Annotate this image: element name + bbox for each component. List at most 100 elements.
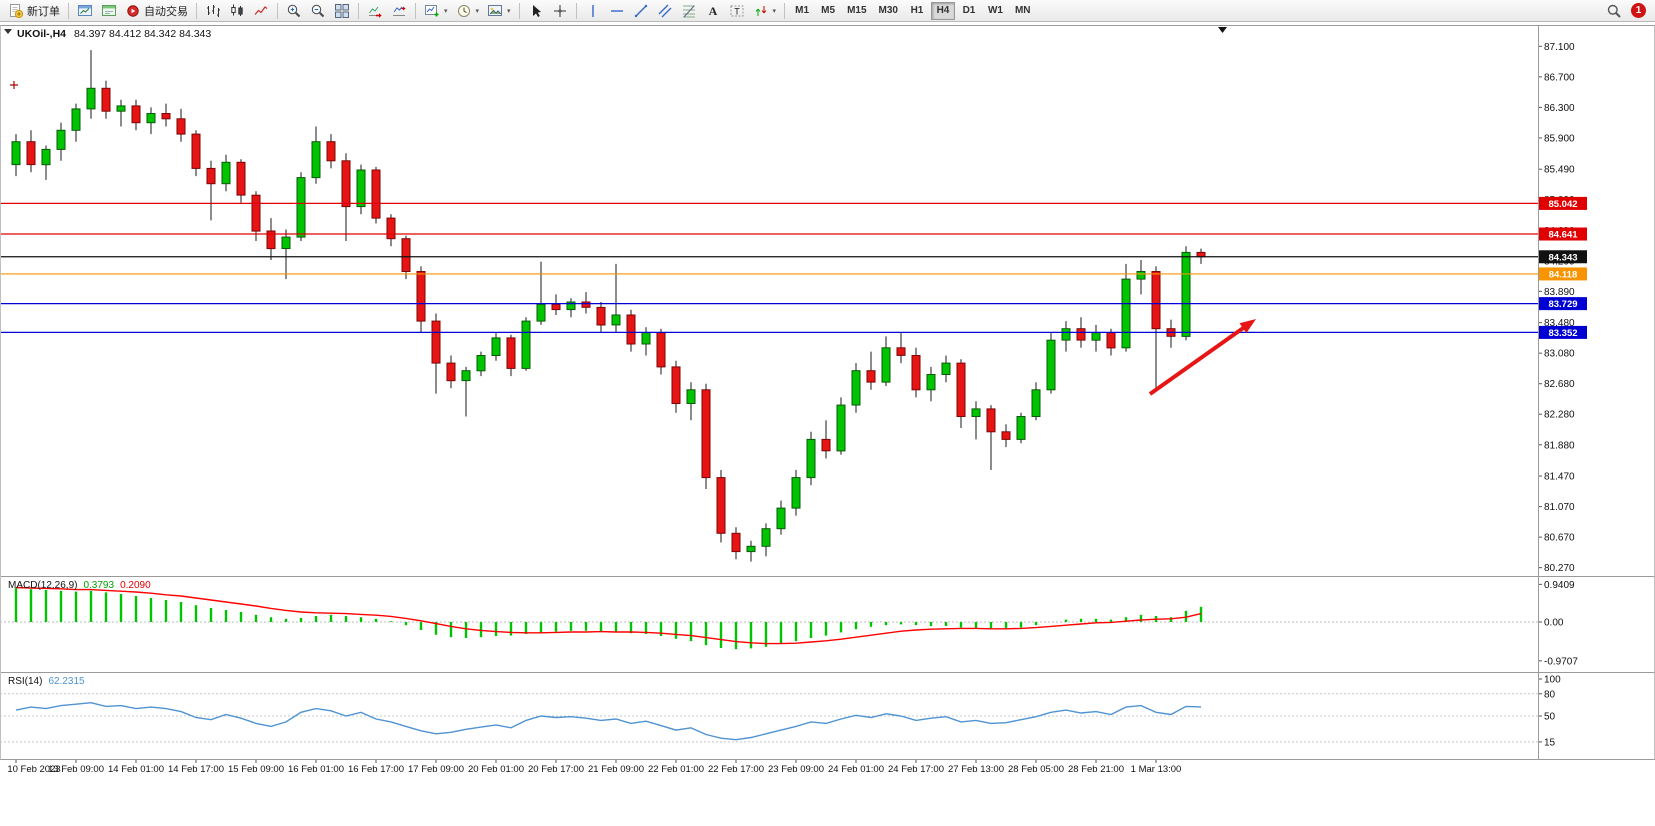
scroll-to-end-marker-icon[interactable] [1218,27,1227,33]
vertical-line-button[interactable] [581,1,605,21]
search-button[interactable] [1602,1,1626,21]
candle [371,166,381,224]
timeframe-m5-button[interactable]: M5 [816,2,840,20]
timeframe-mn-button[interactable]: MN [1010,2,1036,20]
channel-icon [657,3,673,19]
bar-chart-button[interactable] [201,1,225,21]
candle [791,470,801,516]
price-badge: 84.641 [1539,227,1587,241]
collapse-arrow-icon[interactable] [4,29,12,34]
timeframe-w1-button[interactable]: W1 [983,2,1008,20]
rsi-axis-label: 50 [1544,712,1556,723]
toolbar-right: 1 [1602,1,1651,21]
candle [131,99,141,131]
zoom-out-button[interactable] [306,1,330,21]
candle [566,298,576,318]
notification-badge[interactable]: 1 [1631,3,1646,18]
trendline-button[interactable] [629,1,653,21]
templates-button[interactable]: ▾ [483,1,515,21]
candle [116,99,126,127]
text-button[interactable]: A [701,1,725,21]
price-badge: 83.352 [1539,325,1587,339]
tile-windows-button[interactable] [330,1,354,21]
price-badge-label: 84.343 [1548,252,1577,263]
candle [1181,246,1191,341]
timeframe-m30-button[interactable]: M30 [874,2,903,20]
price-tick-label: 81.880 [1544,440,1575,451]
toolbar-separator [575,2,577,19]
price-tick-label: 82.280 [1544,410,1575,421]
time-axis-label: 21 Feb 09:00 [588,764,644,775]
candle [881,336,891,386]
zoom-out-icon [310,3,326,19]
candle [731,527,741,560]
zoom-in-button[interactable] [282,1,306,21]
auto-trading-button[interactable]: 自动交易 [121,1,192,21]
periods-button[interactable]: ▾ [452,1,484,21]
horizontal-line-button[interactable] [605,1,629,21]
crosshair-icon [552,3,568,19]
timeframe-toolbar: M1 M5 M15 M30 H1 H4 D1 W1 MN [789,1,1036,20]
timeframe-m15-button[interactable]: M15 [842,2,871,20]
cursor-button[interactable] [524,1,548,21]
price-tick-label: 81.070 [1544,502,1575,513]
dropdown-caret-icon: ▾ [444,7,448,15]
time-axis-label: 16 Feb 01:00 [288,764,344,775]
candle [281,229,291,280]
timeframe-h4-button[interactable]: H4 [930,1,955,20]
toolbar: 新订单 自动交易 ▾ ▾ ▾ A T ▾ M1 M5 M15 M30 H1 H4 D1 W1 MN 1 [0,0,1655,22]
candlestick-chart-button[interactable] [225,1,249,21]
auto-scroll-button[interactable] [363,1,387,21]
text-label-button[interactable]: T [725,1,749,21]
time-axis-label: 20 Feb 01:00 [468,764,524,775]
candle [746,540,756,562]
fibonacci-icon [681,3,697,19]
text-icon: A [705,3,721,19]
price-tick-label: 87.100 [1544,42,1575,53]
crosshair-button[interactable] [548,1,572,21]
time-axis-label: 28 Feb 05:00 [1008,764,1064,775]
line-chart-button[interactable] [249,1,273,21]
timeframe-h1-button[interactable]: H1 [905,2,929,20]
new-chart-button[interactable]: ▾ [420,1,452,21]
time-axis-label: 16 Feb 17:00 [348,764,404,775]
trendline-icon [633,3,649,19]
time-axis-label: 22 Feb 17:00 [708,764,764,775]
time-axis-label: 1 Mar 13:00 [1131,764,1182,775]
price-badge-label: 83.352 [1548,328,1577,339]
candle [1046,332,1056,394]
arrows-button[interactable]: ▾ [749,1,781,21]
time-axis-label: 14 Feb 01:00 [108,764,164,775]
trend-arrow-annotation[interactable] [1148,319,1256,396]
timeframe-d1-button[interactable]: D1 [957,2,981,20]
fibonacci-button[interactable] [677,1,701,21]
candle [521,317,531,371]
price-chart-canvas[interactable]: 87.10086.70086.30085.90085.49085.09084.6… [0,22,1655,826]
time-axis-label: 13 Feb 09:00 [48,764,104,775]
candle [776,500,786,535]
rsi-axis-label: 15 [1544,737,1556,748]
new-order-button[interactable]: 新订单 [4,1,64,21]
market-watch-button[interactable] [73,1,97,21]
candle [836,397,846,455]
auto-scroll-icon [367,3,383,19]
candle [821,420,831,459]
svg-text:T: T [734,6,740,16]
candle [626,309,636,352]
chart-shift-button[interactable] [387,1,411,21]
toolbar-separator [518,2,520,19]
timeframe-m1-button[interactable]: M1 [790,2,814,20]
zoom-in-icon [286,3,302,19]
price-tick-label: 80.270 [1544,563,1575,574]
line-chart-icon [253,3,269,19]
data-window-button[interactable] [97,1,121,21]
channel-button[interactable] [653,1,677,21]
candle [461,366,471,417]
macd-panel: MACD(12,26,9) 0.3793 0.2090 0.9409 0.00 -0.97… [0,580,1578,667]
price-tick-label: 83.080 [1544,349,1575,360]
candle [536,261,546,325]
time-axis-label: 22 Feb 01:00 [648,764,704,775]
candles-layer [11,50,1206,562]
rsi-line [15,701,1202,741]
price-badge-label: 84.118 [1549,269,1578,280]
